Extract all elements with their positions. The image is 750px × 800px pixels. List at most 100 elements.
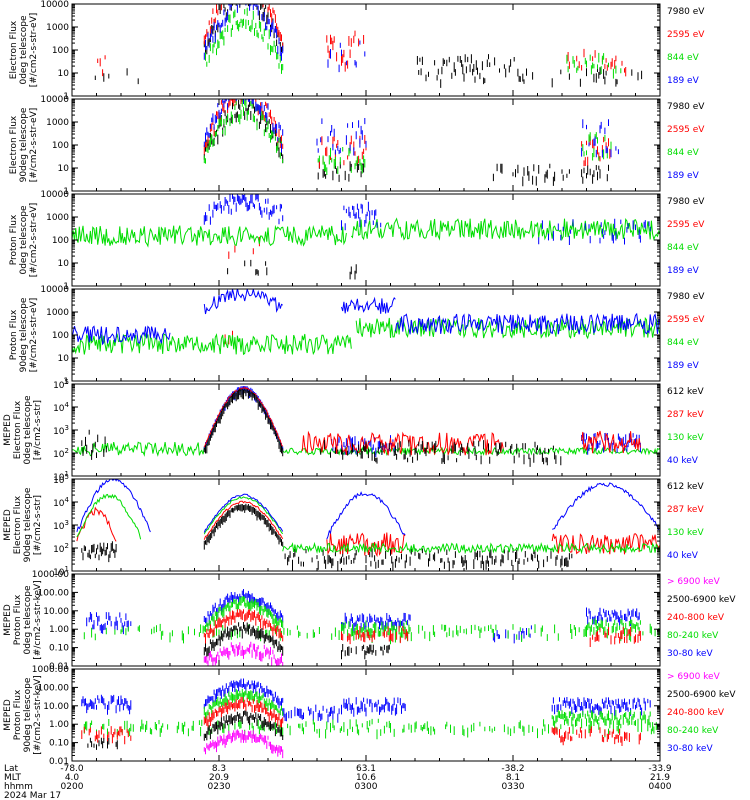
legend-entry: 2500-6900 keV <box>667 595 736 605</box>
panel-2: 1 10 100 1000 10000 Electron Flux 90deg telesc… <box>9 95 705 197</box>
y-tick-label: 0.01 <box>49 757 69 767</box>
y-axis-label-line: Proton Flux <box>9 309 19 360</box>
panel-frame <box>71 3 661 97</box>
x-tick-label: -33.9 <box>648 764 672 774</box>
legend-entry: 7980 eV <box>667 7 705 17</box>
y-tick-label: 100 <box>52 46 69 56</box>
y-axis-label-line: [#/cm2-s-str] <box>33 400 43 460</box>
y-tick-label: 10.00 <box>43 607 69 617</box>
y-tick-label: 10000 <box>40 95 69 105</box>
legend-entry: 2500-6900 keV <box>667 690 736 700</box>
panel-4: 1 10 100 1000 10000 Proton Flux 90deg telescop… <box>9 285 705 387</box>
series-trace-5 <box>203 729 284 759</box>
y-tick-label: 10.00 <box>43 702 69 712</box>
y-axis-label-line: [#/cm2-s-str-eV] <box>29 203 39 278</box>
series-trace-4 <box>76 479 660 540</box>
y-tick-label: 1000 <box>46 213 69 223</box>
series-trace-3 <box>203 99 612 175</box>
legend-entry: 40 keV <box>667 551 699 561</box>
legend-entry: 189 eV <box>667 361 700 371</box>
legend-entry: 844 eV <box>667 53 700 63</box>
legend-entry: 189 eV <box>667 76 700 86</box>
series-trace-1 <box>203 99 609 187</box>
y-tick-label: 100 <box>52 236 69 246</box>
y-tick-label: 1 <box>63 92 69 102</box>
x-row-label: hhmm <box>4 782 33 792</box>
panel-5: 101 102 103 104 105 MEPED Electron Flux 0deg te… <box>3 378 704 483</box>
series-trace-5 <box>203 641 284 666</box>
x-tick-label: 0330 <box>502 782 525 792</box>
y-axis-label-line: [#/cm2-s-str-keV] <box>33 675 43 754</box>
y-axis-label-line: Proton Flux <box>9 214 19 265</box>
legend-entry: 7980 eV <box>667 292 705 302</box>
x-row-label: Lat <box>4 764 19 774</box>
series-trace-3 <box>205 7 622 79</box>
series-trace-3 <box>72 289 660 346</box>
legend-entry: > 6900 keV <box>667 577 721 587</box>
y-axis-label-line: MEPED <box>3 604 13 636</box>
legend-entry: 240-800 keV <box>667 708 725 718</box>
y-tick-label: 1000 <box>46 23 69 33</box>
legend-entry: 612 keV <box>667 482 704 492</box>
y-axis-label-line: 0deg telescope <box>23 585 33 655</box>
x-axis-date: 2024 Mar 17 <box>4 791 61 800</box>
legend-entry: 287 keV <box>667 505 704 515</box>
x-tick-label: 0300 <box>355 782 378 792</box>
y-tick-label: 10 <box>58 259 70 269</box>
y-tick-label: 101 <box>53 565 69 578</box>
y-tick-label: 1 <box>63 377 69 387</box>
series-trace-1 <box>227 259 357 280</box>
y-axis-label-line: 90deg telescope <box>23 677 33 752</box>
series-trace-3 <box>203 386 641 456</box>
legend-entry: 2595 eV <box>667 315 705 325</box>
y-tick-label: 0.01 <box>49 662 69 672</box>
panel-data <box>81 678 658 759</box>
y-tick-label: 102 <box>53 542 69 555</box>
series-trace-3 <box>203 609 641 647</box>
y-axis-label-line: Electron Flux <box>13 400 23 459</box>
y-tick-label: 10 <box>58 354 70 364</box>
y-axis-label-line: 90deg telescope <box>19 107 29 182</box>
legend-entry: 30-80 keV <box>667 649 713 659</box>
y-axis-label-line: MEPED <box>3 699 13 731</box>
y-tick-label: 10 <box>58 164 70 174</box>
y-axis-label-line: [#/cm2-s-str-eV] <box>29 298 39 373</box>
x-tick-label: 0230 <box>208 782 231 792</box>
y-axis-label-line: Electron Flux <box>9 20 19 79</box>
x-tick-label: 21.9 <box>650 773 670 783</box>
legend-entry: 7980 eV <box>667 102 705 112</box>
y-tick-label: 1 <box>63 187 69 197</box>
legend-entry: 80-240 keV <box>667 631 719 641</box>
legend-entry: 844 eV <box>667 148 700 158</box>
y-axis-label-line: 0deg telescope <box>23 395 33 465</box>
panel-frame <box>71 288 661 382</box>
y-axis-label-line: MEPED <box>3 509 13 541</box>
series-trace-4 <box>203 99 619 158</box>
y-axis-label-line: 0deg telescope <box>19 205 29 275</box>
series-trace-4 <box>87 710 284 750</box>
panel-8: 0.01 0.10 1.00 10.00 100.00 1000.00 MEPED Proto… <box>3 665 736 767</box>
y-tick-label: 1 <box>63 282 69 292</box>
y-axis-label-line: 0deg telescope <box>19 15 29 85</box>
y-axis-label-line: [#/cm2-s-str-eV] <box>29 13 39 88</box>
y-tick-label: 1000 <box>46 308 69 318</box>
y-tick-label: 103 <box>53 519 69 532</box>
series-trace-4 <box>81 388 562 467</box>
panel-data <box>72 289 660 356</box>
y-axis-label-line: Proton Flux <box>13 689 23 740</box>
series-trace-1 <box>81 503 573 571</box>
x-tick-label: 8.1 <box>506 773 520 783</box>
y-tick-label: 100.00 <box>38 683 70 693</box>
y-axis-label-line: [#/cm2-s-str-eV] <box>29 108 39 183</box>
series-trace-4 <box>203 4 366 73</box>
x-tick-label: 20.9 <box>209 773 229 783</box>
x-tick-label: -78.0 <box>60 764 84 774</box>
series-trace-2 <box>83 596 660 645</box>
x-tick-label: -38.2 <box>501 764 524 774</box>
y-tick-label: 103 <box>53 424 69 437</box>
y-axis-label-line: 90deg telescope <box>19 297 29 372</box>
panel-data <box>203 99 619 187</box>
y-tick-label: 1000.00 <box>32 570 69 580</box>
y-tick-label: 10 <box>58 69 70 79</box>
